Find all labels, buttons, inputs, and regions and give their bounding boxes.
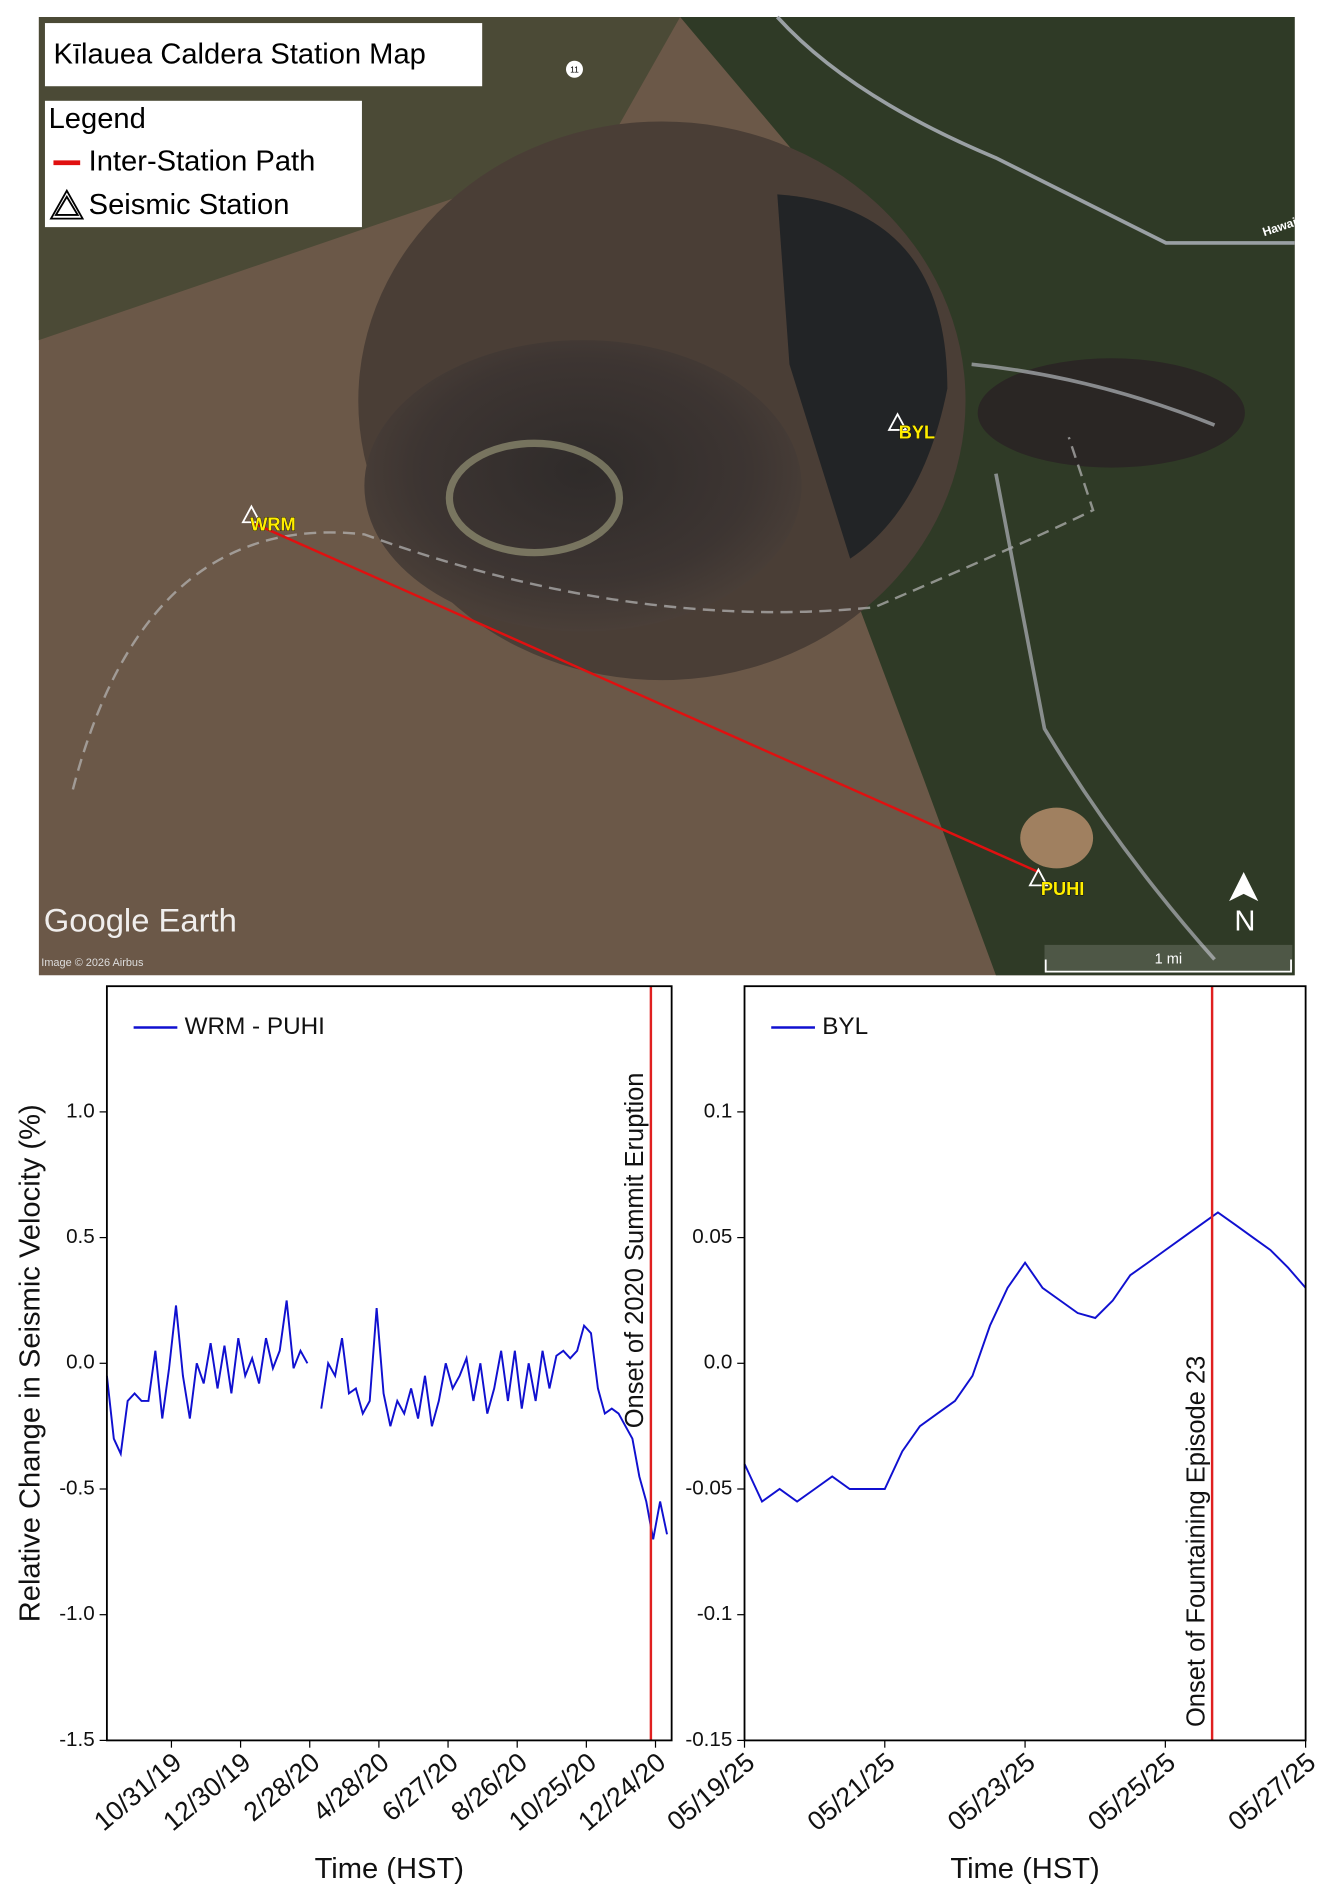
brand: Google Earth <box>44 902 237 939</box>
x-tick-label: 4/28/20 <box>307 1747 395 1827</box>
legend-swatch <box>49 188 85 220</box>
road-2 <box>971 362 1216 961</box>
y-tick-label: -0.15 <box>685 1728 732 1751</box>
x-tick-label: 2/28/20 <box>238 1747 326 1827</box>
chart: -0.15 -0.1 -0.05 0.0 0.05 0.1 05/19/25 05/21/25… <box>661 985 1321 1885</box>
y-tick-label: 0.1 <box>704 1099 733 1122</box>
station-label: WRM <box>250 515 296 535</box>
legend-item: Seismic Station <box>89 189 290 221</box>
road <box>775 15 1295 245</box>
lava-flow <box>777 194 948 559</box>
trail <box>71 436 1095 790</box>
y-tick-label: -1.5 <box>59 1728 95 1751</box>
data-line <box>105 1300 668 1540</box>
map: WRM BYL PUHI Kīlauea Caldera Station Map… <box>38 15 1322 976</box>
x-axis-label: Time (HST) <box>950 1853 1099 1885</box>
x-tick-label: 6/27/20 <box>376 1747 464 1827</box>
inter-station-path <box>250 521 1039 874</box>
legend-item: Inter-Station Path <box>89 145 316 177</box>
scale-label: 1 mi <box>1155 951 1183 967</box>
x-tick-label: 05/27/25 <box>1222 1747 1321 1837</box>
data-line <box>743 1211 1307 1503</box>
road-number: 11 <box>570 65 579 75</box>
plot-frame <box>743 985 1307 1742</box>
station-marker <box>1028 867 1049 887</box>
y-tick-label: -0.5 <box>59 1476 95 1499</box>
y-tick-label: -0.05 <box>685 1476 732 1499</box>
legend-box <box>44 100 362 228</box>
title-box <box>44 23 483 87</box>
y-tick-label: -0.1 <box>697 1602 733 1625</box>
y-tick-label: -1.0 <box>59 1602 95 1625</box>
y-tick-label: 0.0 <box>704 1351 733 1374</box>
road-shield <box>565 60 583 78</box>
y-tick-label: 0.0 <box>66 1351 95 1374</box>
y-tick-label: 0.5 <box>66 1225 95 1248</box>
x-tick-label: 05/21/25 <box>802 1747 901 1837</box>
x-tick-label: 05/25/25 <box>1082 1747 1181 1837</box>
credit: Image © 2026 Airbus <box>41 957 144 969</box>
event-label: Onset of Fountaining Episode 23 <box>1182 1356 1210 1727</box>
north-arrow <box>1229 872 1259 902</box>
station-marker <box>241 504 262 524</box>
y-tick-label: 0.05 <box>692 1225 732 1248</box>
scale-bg <box>1044 944 1293 972</box>
y-tick-label: 1.0 <box>66 1099 95 1122</box>
plot-frame <box>105 985 673 1742</box>
legend-title: Legend <box>49 103 146 135</box>
clearing <box>1020 807 1094 869</box>
chart: -1.5-1.0-0.50.00.51.010/31/1912/30/192/2… <box>14 985 673 1885</box>
legend-label: BYL <box>822 1013 868 1040</box>
event-label: Onset of 2020 Summit Eruption <box>621 1072 649 1428</box>
y-axis-label: Relative Change in Seismic Velocity (%) <box>14 1104 46 1622</box>
crater <box>364 340 802 632</box>
station-marker <box>887 412 908 431</box>
map-title: Kīlauea Caldera Station Map <box>53 39 425 71</box>
steam-ring <box>445 439 624 557</box>
scale-bar <box>1044 959 1292 973</box>
legend-label: WRM - PUHI <box>185 1013 325 1040</box>
station-label: BYL <box>899 422 935 442</box>
station-label: PUHI <box>1041 879 1085 899</box>
kilauea-iki <box>977 358 1245 468</box>
x-tick-label: 05/23/25 <box>942 1747 1041 1837</box>
forest <box>680 17 1295 976</box>
north-label: N <box>1234 906 1255 938</box>
x-axis-label: Time (HST) <box>315 1853 464 1885</box>
x-tick-label: 05/19/25 <box>661 1747 760 1837</box>
